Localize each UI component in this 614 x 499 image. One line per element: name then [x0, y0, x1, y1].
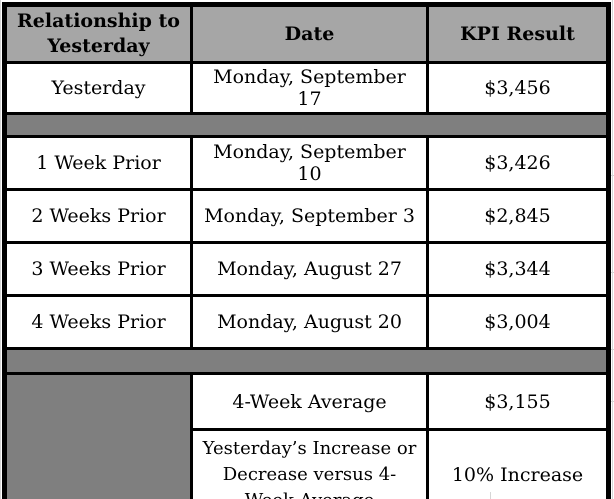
- date-cell: Monday, September 17: [190, 61, 429, 115]
- summary-spacer-cell: [3, 372, 193, 499]
- separator-cell: [3, 347, 610, 375]
- date-cell: Monday, September 3: [190, 188, 429, 244]
- relationship-cell: 3 Weeks Prior: [3, 241, 193, 297]
- kpi-cell: $2,845: [426, 188, 610, 244]
- relationship-cell: 2 Weeks Prior: [3, 188, 193, 244]
- header-date: Date: [190, 3, 429, 64]
- kpi-cell: 10% Increase: [426, 428, 610, 499]
- table-row-3-weeks-prior: 3 Weeks Prior Monday, August 27 $3,344: [3, 241, 610, 297]
- header-kpi-result: KPI Result: [426, 3, 610, 64]
- kpi-cell: $3,426: [426, 135, 610, 191]
- kpi-cell: $3,456: [426, 61, 610, 115]
- table-header-row: Relationship to Yesterday Date KPI Resul…: [3, 3, 610, 64]
- separator-cell: [3, 112, 610, 138]
- table-row-4-weeks-prior: 4 Weeks Prior Monday, August 20 $3,004: [3, 294, 610, 350]
- kpi-cell: $3,344: [426, 241, 610, 297]
- table-row-yesterday: Yesterday Monday, September 17 $3,456: [3, 61, 610, 115]
- header-relationship: Relationship to Yesterday: [3, 3, 193, 64]
- date-cell: Monday, August 27: [190, 241, 429, 297]
- table-row-increase-decrease: Yesterday’s Increase or Decrease versus …: [5, 428, 610, 499]
- date-cell: Monday, September 10: [190, 135, 429, 191]
- kpi-cell: $3,155: [426, 372, 610, 431]
- relationship-cell: 1 Week Prior: [3, 135, 193, 191]
- summary-label-cell: 4-Week Average: [190, 372, 429, 431]
- separator-band: [3, 112, 610, 138]
- kpi-cell: $3,004: [426, 294, 610, 350]
- date-cell: Monday, August 20: [190, 294, 429, 350]
- spreadsheet-gridline: [0, 0, 1, 499]
- table-row-1-week-prior: 1 Week Prior Monday, September 10 $3,426: [3, 135, 610, 191]
- separator-band: [3, 347, 610, 375]
- summary-label-cell: Yesterday’s Increase or Decrease versus …: [190, 428, 429, 499]
- spreadsheet-gridline: [612, 0, 613, 499]
- table-row-2-weeks-prior: 2 Weeks Prior Monday, September 3 $2,845: [3, 188, 610, 244]
- relationship-cell: 4 Weeks Prior: [3, 294, 193, 350]
- table-row-4-week-average: 4-Week Average $3,155: [3, 372, 610, 499]
- relationship-cell: Yesterday: [3, 61, 193, 115]
